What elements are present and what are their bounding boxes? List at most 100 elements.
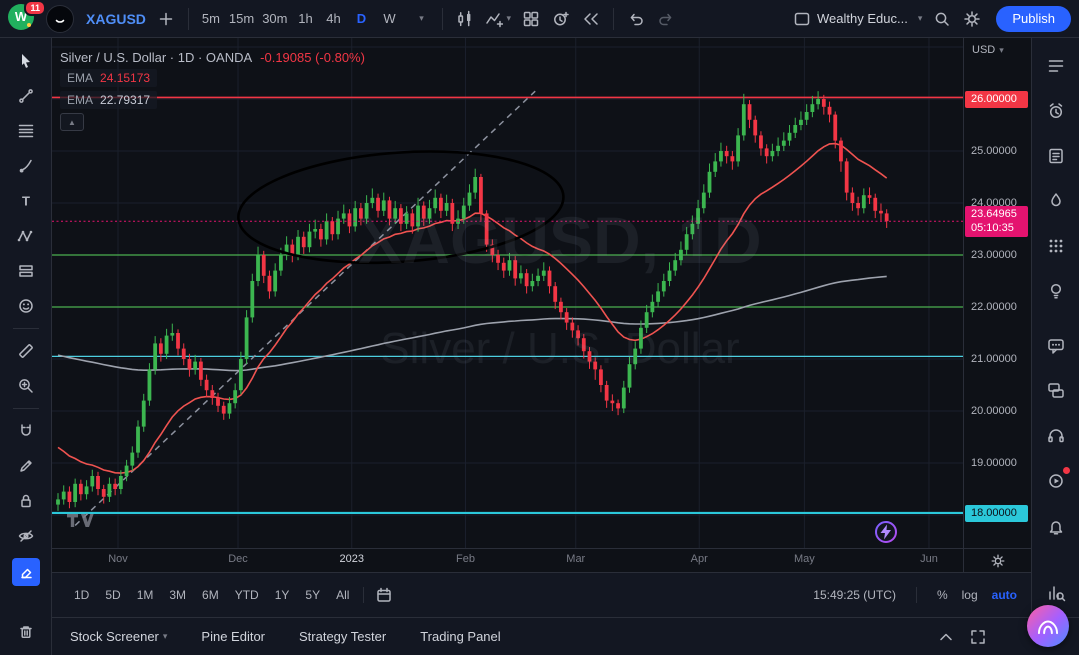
brush-tool[interactable] <box>13 153 39 179</box>
right-sidebar <box>1031 38 1079 617</box>
range-1M[interactable]: 1M <box>136 588 154 602</box>
calendar-icon[interactable] <box>1044 234 1068 258</box>
multichart-layout-button[interactable] <box>517 5 545 33</box>
symbol-add-button[interactable] <box>152 5 180 33</box>
range-6M[interactable]: 6M <box>202 588 219 602</box>
range-5Y[interactable]: 5Y <box>305 588 321 602</box>
chart-pane[interactable]: XAGUSD, 1D Silver / U.S. Dollar Silver /… <box>52 38 963 548</box>
lock-drawings-tool[interactable] <box>13 488 39 514</box>
search-icon <box>936 12 950 26</box>
assistant-logo[interactable] <box>1027 605 1069 647</box>
range-1Y[interactable]: 1Y <box>274 588 290 602</box>
chevron-down-icon: ▾ <box>917 13 923 23</box>
cursor-tool[interactable] <box>13 48 39 74</box>
interval-D[interactable]: D <box>356 11 367 26</box>
chevron-down-icon: ▾ <box>506 13 512 23</box>
time-axis[interactable]: Nov Dec 2023 Feb Mar Apr May Jun <box>52 549 963 572</box>
redo-button[interactable] <box>652 5 680 33</box>
price-axis[interactable]: USD ▾ 25.00000 24.00000 23.00000 22.00000 21… <box>963 38 1031 548</box>
tradingview-logo[interactable] <box>66 512 96 534</box>
axis-currency[interactable]: USD ▾ <box>972 44 1004 56</box>
lock-icon <box>20 494 31 508</box>
hide-drawings-tool[interactable] <box>13 523 39 549</box>
chevron-down-icon: ▾ <box>162 631 168 641</box>
layout-menu[interactable]: Wealthy Educ... ▾ <box>789 5 926 33</box>
time-label-Apr: Apr <box>690 553 708 565</box>
create-alert-button[interactable] <box>547 5 575 33</box>
axis-settings[interactable] <box>963 549 1031 572</box>
interval-4h[interactable]: 4h <box>326 11 341 26</box>
position-tool[interactable] <box>13 258 39 284</box>
range-3M[interactable]: 3M <box>169 588 187 602</box>
undo-button[interactable] <box>622 5 650 33</box>
redo-icon <box>659 13 672 25</box>
legend-collapse-button[interactable]: ▲ <box>60 113 84 131</box>
indicators-button[interactable]: ▾ <box>481 5 516 33</box>
interval-1h[interactable]: 1h <box>298 11 313 26</box>
goto-date-button[interactable] <box>370 581 398 609</box>
candlestick-chart <box>52 38 963 548</box>
emoji-tool[interactable] <box>13 293 39 319</box>
tab-pine-editor[interactable]: Pine Editor <box>201 629 265 644</box>
chevron-up-icon <box>940 633 952 640</box>
watchlist-icon[interactable] <box>1044 54 1068 78</box>
log-scale-button[interactable]: log <box>961 588 978 602</box>
legend-title[interactable]: Silver / U.S. Dollar · 1D · OANDA <box>60 50 253 65</box>
user-avatar[interactable] <box>46 4 74 33</box>
interval-30m[interactable]: 30m <box>262 11 288 26</box>
range-YTD[interactable]: YTD <box>234 588 259 602</box>
percent-scale-button[interactable]: % <box>936 588 948 602</box>
range-1D[interactable]: 1D <box>74 588 90 602</box>
trash-tool[interactable] <box>13 619 39 645</box>
maximize-icon <box>971 629 985 644</box>
screener-icon[interactable] <box>1044 581 1068 605</box>
fib-retracement-tool[interactable] <box>13 118 39 144</box>
range-All[interactable]: All <box>336 588 350 602</box>
ruler-tool[interactable] <box>13 338 39 364</box>
workspace-logo[interactable]: W 11 <box>8 0 46 34</box>
lightning-badge[interactable] <box>874 520 898 548</box>
bar-replay-button[interactable] <box>577 5 605 33</box>
tab-strategy-tester[interactable]: Strategy Tester <box>299 629 387 644</box>
trend-line-tool[interactable] <box>13 83 39 109</box>
news-icon[interactable] <box>1044 144 1068 168</box>
text-tool[interactable]: T <box>13 188 39 214</box>
magnet-tool[interactable] <box>13 418 39 444</box>
video-ideas-icon[interactable] <box>1044 467 1070 493</box>
streams-icon[interactable] <box>1044 424 1068 448</box>
notifications-icon[interactable] <box>1044 514 1068 538</box>
eraser-tool[interactable] <box>11 558 40 586</box>
range-5D[interactable]: 5D <box>105 588 121 602</box>
interval-15m[interactable]: 15m <box>228 11 255 26</box>
tab-trading-panel[interactable]: Trading Panel <box>420 629 501 644</box>
interval-5m[interactable]: 5m <box>201 11 220 26</box>
symbol-button[interactable]: XAGUSD <box>86 10 146 27</box>
panel-maximize-button[interactable] <box>969 628 987 646</box>
pattern-tool[interactable] <box>13 223 39 249</box>
toolbar-separator <box>187 7 189 30</box>
draw-mode-tool[interactable] <box>13 453 39 479</box>
interval-W[interactable]: W <box>383 11 396 26</box>
ideas-icon[interactable] <box>1044 279 1068 303</box>
search-button[interactable] <box>928 5 956 33</box>
tv-logo-icon <box>67 514 94 527</box>
auto-scale-button[interactable]: auto <box>991 588 1017 602</box>
publish-button[interactable]: Publish <box>996 5 1071 32</box>
alerts-icon[interactable] <box>1044 99 1068 123</box>
zoom-tool[interactable] <box>13 373 39 399</box>
chevron-down-icon: ▾ <box>999 44 1004 55</box>
ema-legend-fast[interactable]: EMA 24.15173 <box>60 69 158 87</box>
chart-style-button[interactable] <box>451 5 479 33</box>
assistant-brain-icon <box>1037 620 1059 635</box>
time-label-Feb: Feb <box>455 553 475 565</box>
chevron-down-icon: ▾ <box>419 13 424 23</box>
tab-stock-screener[interactable]: Stock Screener ▾ <box>70 629 168 644</box>
settings-button[interactable] <box>958 5 986 33</box>
ema-legend-slow[interactable]: EMA 22.79317 <box>60 91 158 109</box>
hotlists-icon[interactable] <box>1044 189 1068 213</box>
panel-expand-chevron[interactable] <box>937 628 955 646</box>
conversations-icon[interactable] <box>1044 379 1068 403</box>
intervals-dropdown[interactable]: ▾ <box>406 5 434 33</box>
chat-icon[interactable] <box>1044 334 1068 358</box>
utc-clock[interactable]: 15:49:25 (UTC) <box>813 588 896 602</box>
